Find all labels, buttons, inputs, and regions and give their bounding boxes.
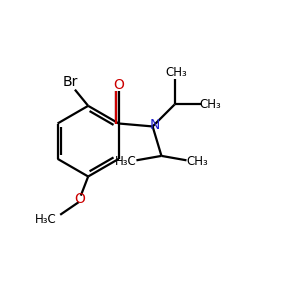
Text: H₃C: H₃C [35, 213, 57, 226]
Text: O: O [113, 78, 124, 92]
Text: O: O [74, 192, 85, 206]
Text: CH₃: CH₃ [165, 66, 187, 80]
Text: CH₃: CH₃ [186, 155, 208, 168]
Text: CH₃: CH₃ [200, 98, 221, 111]
Text: Br: Br [63, 75, 78, 89]
Text: H₃C: H₃C [115, 155, 137, 168]
Text: N: N [149, 118, 160, 132]
